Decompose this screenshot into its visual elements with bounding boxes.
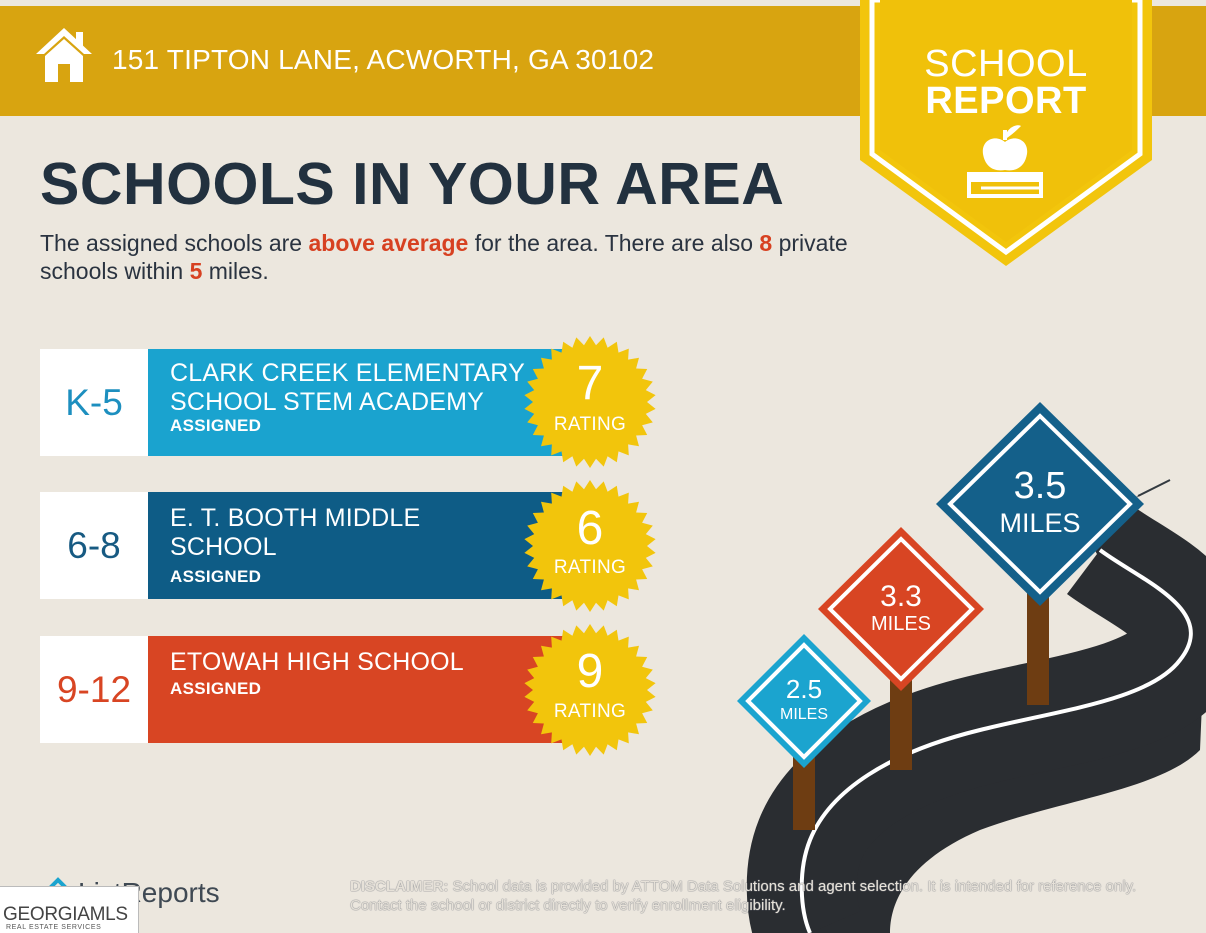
- property-address: 151 TIPTON LANE, ACWORTH, GA 30102: [112, 44, 655, 75]
- sign-post: [890, 680, 912, 770]
- school-row-high: 9-12 ETOWAH HIGH SCHOOL ASSIGNED: [40, 636, 600, 743]
- badge-title-line1: SCHOOL: [924, 43, 1088, 85]
- rating-seal: [524, 336, 656, 468]
- sign-unit: MILES: [779, 706, 828, 723]
- rating-value: 6: [576, 502, 604, 555]
- page-title: SCHOOLS IN YOUR AREA: [40, 151, 785, 217]
- sign-post: [1027, 580, 1049, 705]
- winding-road-illustration: [746, 479, 1206, 933]
- school-band: ETOWAH HIGH SCHOOL ASSIGNED: [148, 636, 600, 743]
- sign-3-3-miles: [818, 527, 984, 691]
- apple-on-book-icon: [967, 125, 1043, 198]
- rating-value: 9: [576, 645, 604, 698]
- school-name: ETOWAH HIGH SCHOOL: [170, 648, 464, 676]
- sign-2-5-miles: [737, 634, 871, 768]
- rating-label: RATING: [553, 414, 627, 435]
- sign-unit: MILES: [870, 613, 932, 635]
- school-row-middle: 6-8 E. T. BOOTH MIDDLE SCHOOL ASSIGNED: [40, 492, 600, 599]
- school-row-elementary: K-5 CLARK CREEK ELEMENTARY SCHOOL STEM A…: [40, 349, 600, 456]
- school-band: E. T. BOOTH MIDDLE SCHOOL ASSIGNED: [148, 492, 600, 599]
- rating-label: RATING: [553, 557, 627, 578]
- sign-unit: MILES: [999, 508, 1081, 538]
- sign-post: [793, 750, 815, 830]
- school-status: ASSIGNED: [170, 679, 262, 698]
- school-status: ASSIGNED: [170, 416, 262, 435]
- sign-value: 2.5: [785, 674, 823, 704]
- badge-title-line2: REPORT: [925, 80, 1087, 122]
- intro-text: The assigned schools are above average f…: [40, 230, 848, 284]
- school-name: E. T. BOOTH MIDDLE SCHOOL: [170, 504, 421, 561]
- rating-value: 7: [576, 357, 604, 410]
- sign-3-5-miles: [936, 402, 1144, 606]
- rating-label: RATING: [553, 701, 627, 722]
- grade-range: 6-8: [40, 492, 148, 599]
- school-band: CLARK CREEK ELEMENTARY SCHOOL STEM ACADE…: [148, 349, 600, 456]
- grade-range: 9-12: [40, 636, 148, 743]
- watermark-text: GEORGIAMLS: [3, 904, 128, 925]
- rating-seal: [524, 480, 656, 612]
- sign-value: 3.3: [880, 580, 922, 613]
- georgia-mls-watermark: GEORGIAMLS REAL ESTATE SERVICES: [0, 886, 139, 933]
- grade-range: K-5: [40, 349, 148, 456]
- watermark-subtext: REAL ESTATE SERVICES: [6, 924, 102, 931]
- intro-highlight: above average: [308, 230, 469, 256]
- house-icon: [36, 28, 92, 82]
- rating-seal: [524, 624, 656, 756]
- disclaimer: DISCLAIMER: School data is provided by A…: [350, 878, 1137, 914]
- sign-value: 3.5: [1013, 465, 1067, 507]
- school-status: ASSIGNED: [170, 567, 262, 586]
- private-school-count: 8: [759, 230, 773, 256]
- school-name: CLARK CREEK ELEMENTARY SCHOOL STEM ACADE…: [170, 359, 525, 416]
- private-school-distance: 5: [189, 258, 203, 284]
